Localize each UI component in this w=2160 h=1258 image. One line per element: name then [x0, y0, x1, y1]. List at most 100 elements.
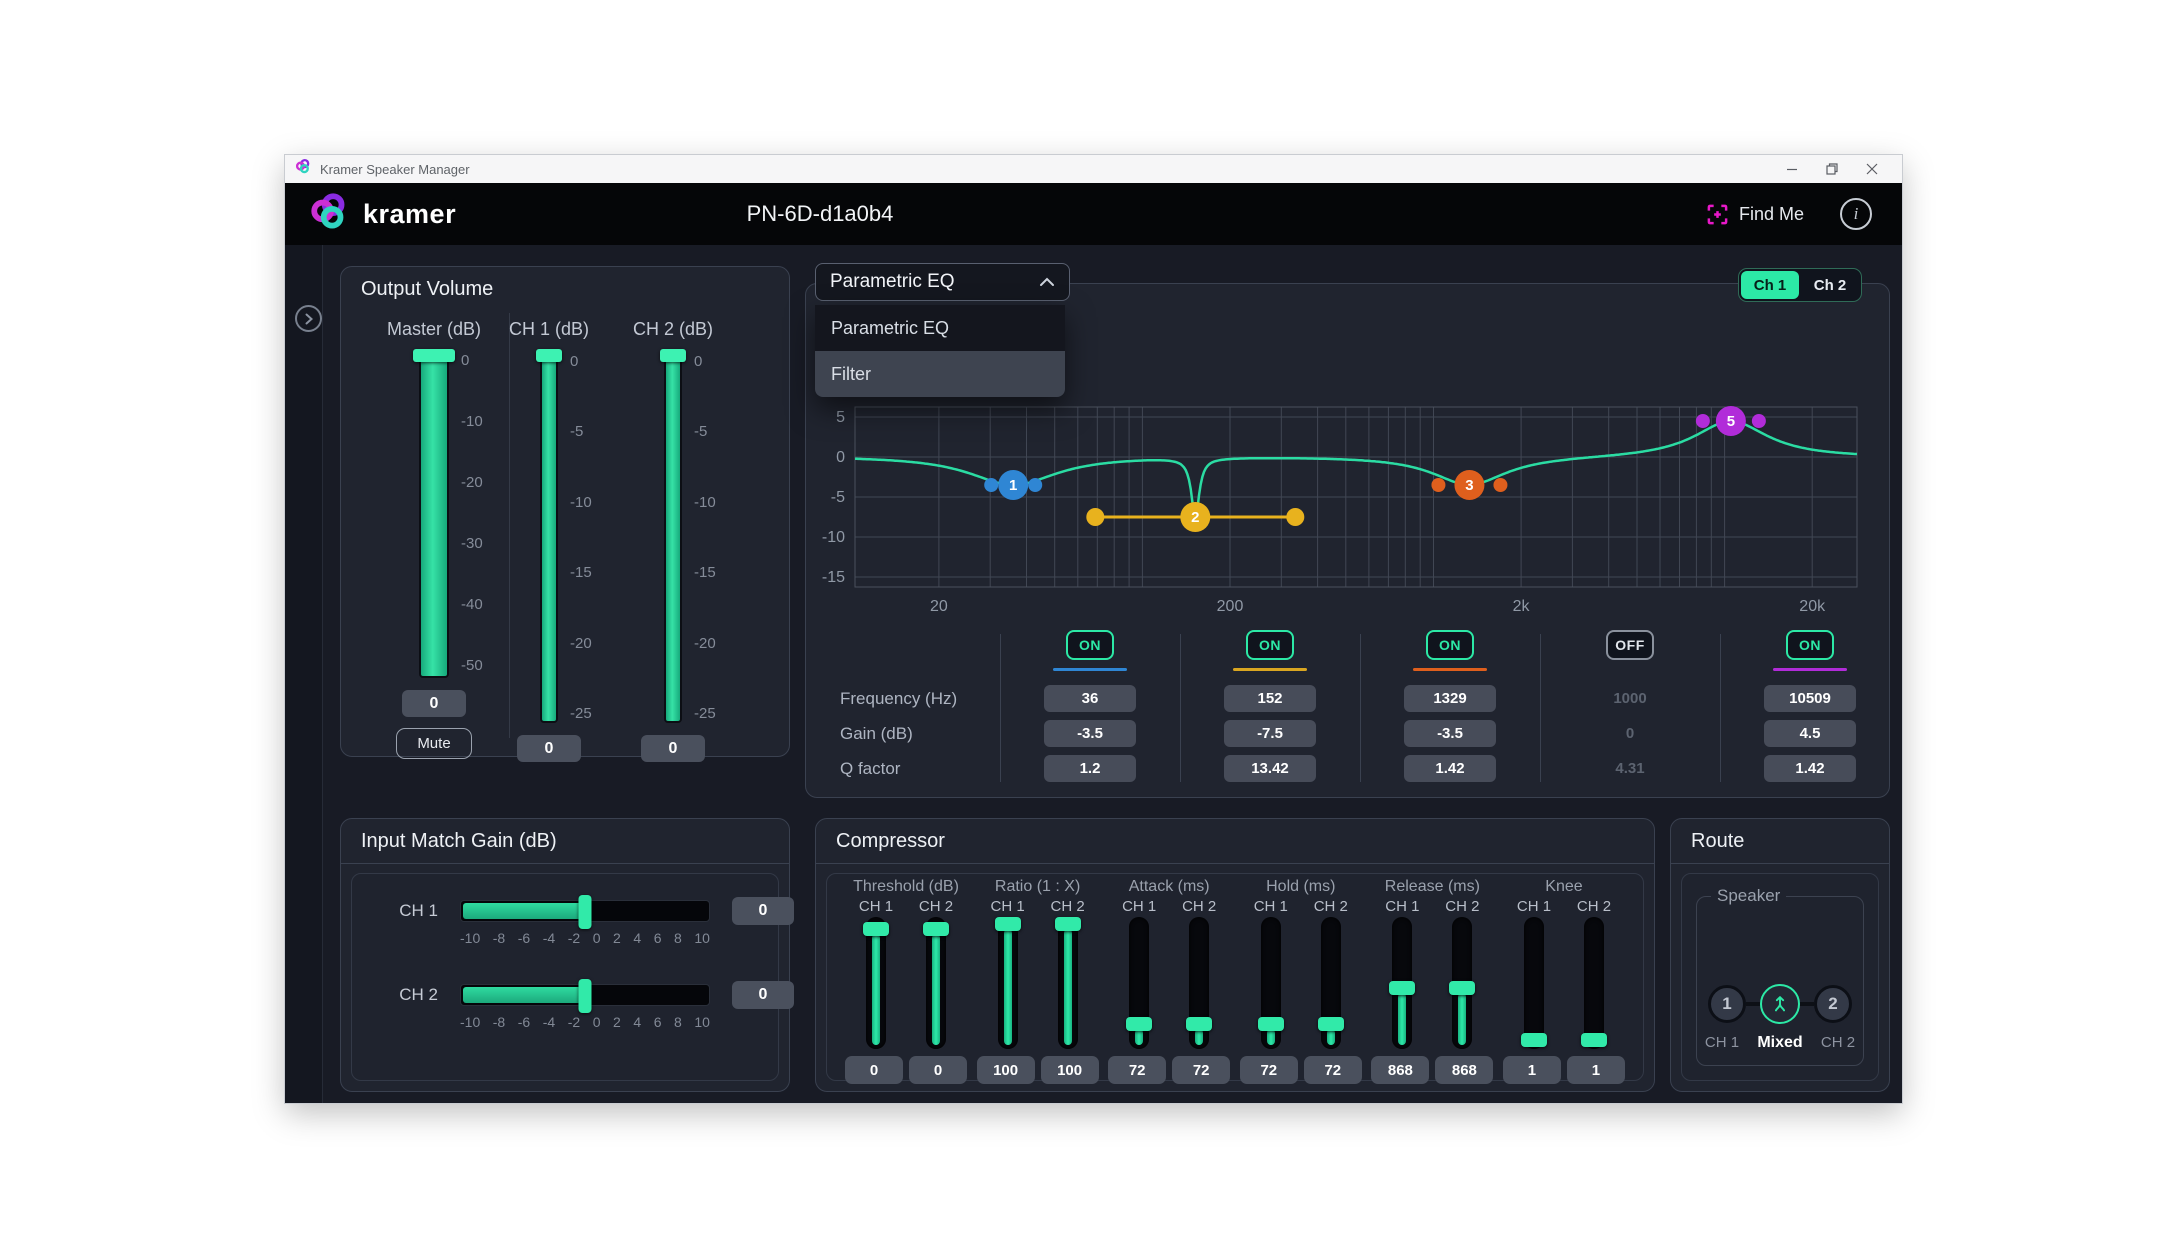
- restore-icon[interactable]: [1812, 156, 1852, 182]
- compressor-attack-ms-ch1-value[interactable]: 72: [1108, 1056, 1167, 1084]
- output-volume-slider-master[interactable]: 0 -10 -20 -30 -40 -50: [413, 349, 483, 678]
- eq-band-5-power-toggle[interactable]: ON: [1786, 630, 1834, 660]
- compressor-release-ms-ch2-value[interactable]: 868: [1435, 1056, 1494, 1084]
- compressor-attack-ms-ch2-value[interactable]: 72: [1172, 1056, 1231, 1084]
- slider-handle[interactable]: [578, 895, 592, 929]
- slider-handle[interactable]: [994, 917, 1021, 931]
- eq-band-4-gain[interactable]: 0: [1625, 725, 1635, 742]
- eq-band-3-handle[interactable]: [1454, 470, 1485, 500]
- slider-handle[interactable]: [1520, 1032, 1547, 1047]
- eq-band-4-frequency[interactable]: 1000: [1613, 690, 1647, 707]
- find-me-button[interactable]: Find Me: [1700, 202, 1810, 227]
- eq-band-3-frequency[interactable]: 1329: [1404, 685, 1496, 712]
- compressor-knee-ch2-value[interactable]: 1: [1566, 1056, 1625, 1084]
- eq-band-3-power-toggle[interactable]: ON: [1426, 630, 1474, 660]
- eq-band-1-gain[interactable]: -3.5: [1044, 720, 1136, 747]
- input-gain-slider-ch1[interactable]: [460, 895, 710, 929]
- mute-button[interactable]: Mute: [396, 728, 472, 759]
- compressor-knee-ch2-slider[interactable]: [1580, 917, 1607, 1049]
- compressor-threshold-db-ch1-value[interactable]: 0: [845, 1056, 903, 1084]
- compressor-knee-ch1-slider[interactable]: [1520, 917, 1547, 1049]
- eq-band-1-power-toggle[interactable]: ON: [1066, 630, 1114, 660]
- eq-band-3-right-handle[interactable]: [1493, 478, 1508, 492]
- compressor-ratio-1-x-ch2-value[interactable]: 100: [1040, 1056, 1099, 1084]
- eq-band-2-frequency[interactable]: 152: [1224, 685, 1316, 712]
- expand-sidebar-button[interactable]: [295, 305, 322, 332]
- output-meter-value[interactable]: 0: [402, 690, 466, 717]
- compressor-hold-ms-ch1-value[interactable]: 72: [1239, 1056, 1298, 1084]
- tab-ch1[interactable]: Ch 1: [1741, 271, 1799, 299]
- slider-handle[interactable]: [1257, 1017, 1284, 1032]
- slider-handle[interactable]: [923, 921, 949, 936]
- route-option-number: 1: [1722, 994, 1732, 1013]
- eq-band-1-handle[interactable]: [998, 470, 1029, 500]
- info-button[interactable]: i: [1840, 198, 1872, 230]
- eq-band-5-handle[interactable]: [1715, 406, 1746, 436]
- slider-handle[interactable]: [1580, 1032, 1607, 1047]
- minimize-icon[interactable]: [1772, 156, 1812, 182]
- compressor-release-ms-ch1-value[interactable]: 868: [1371, 1056, 1430, 1084]
- output-volume-slider-ch1[interactable]: 0 -5 -10 -15 -20 -25: [536, 349, 592, 723]
- compressor-threshold-db-ch2-value[interactable]: 0: [909, 1056, 967, 1084]
- compressor-ratio-1-x-ch1-value[interactable]: 100: [976, 1056, 1035, 1084]
- eq-band-1-right-handle[interactable]: [1028, 478, 1043, 492]
- compressor-attack-ms-ch1-slider[interactable]: [1126, 917, 1153, 1049]
- eq-band-2-right-handle[interactable]: [1286, 508, 1305, 526]
- compressor-release-ms-ch2-slider[interactable]: [1449, 917, 1476, 1049]
- slider-handle[interactable]: [413, 349, 455, 362]
- slider-handle[interactable]: [1126, 1017, 1153, 1032]
- input-gain-value-ch2[interactable]: 0: [732, 981, 794, 1009]
- compressor-threshold-db-ch1-slider[interactable]: [863, 917, 889, 1049]
- compressor-hold-ms-ch2-slider[interactable]: [1317, 917, 1344, 1049]
- eq-band-2-q-factor[interactable]: 13.42: [1224, 755, 1316, 782]
- compressor-attack-ms-ch2-slider[interactable]: [1186, 917, 1213, 1049]
- eq-band-1-frequency[interactable]: 36: [1044, 685, 1136, 712]
- close-icon[interactable]: [1852, 156, 1892, 182]
- compressor-hold-ms-ch2-value[interactable]: 72: [1303, 1056, 1362, 1084]
- compressor-threshold-db-ch2-slider[interactable]: [923, 917, 949, 1049]
- eq-band-3-q-factor[interactable]: 1.42: [1404, 755, 1496, 782]
- eq-mode-option-filter[interactable]: Filter: [815, 351, 1065, 397]
- tab-ch2[interactable]: Ch 2: [1813, 276, 1847, 294]
- eq-band-2-left-handle[interactable]: [1086, 508, 1105, 526]
- eq-band-4-q-factor[interactable]: 4.31: [1615, 760, 1645, 777]
- output-volume-slider-ch2[interactable]: 0 -5 -10 -15 -20 -25: [660, 349, 716, 723]
- slider-handle[interactable]: [1389, 980, 1416, 995]
- slider-handle[interactable]: [1449, 980, 1476, 995]
- eq-band-5-left-handle[interactable]: [1695, 414, 1710, 428]
- eq-mode-option-parametric-eq[interactable]: Parametric EQ: [831, 317, 950, 338]
- eq-band-2-power-toggle[interactable]: ON: [1246, 630, 1294, 660]
- eq-band-2-handle[interactable]: [1180, 502, 1211, 532]
- route-option-mixed[interactable]: [1760, 984, 1800, 1024]
- eq-band-2-gain[interactable]: -7.5: [1224, 720, 1316, 747]
- compressor-ratio-1-x-ch2-slider[interactable]: [1054, 917, 1081, 1049]
- output-meter-value[interactable]: 0: [641, 735, 705, 762]
- slider-fill: [1063, 929, 1072, 1045]
- slider-handle[interactable]: [1186, 1017, 1213, 1032]
- eq-band-3-gain[interactable]: -3.5: [1404, 720, 1496, 747]
- compressor-release-ms-ch1-slider[interactable]: [1389, 917, 1416, 1049]
- eq-band-5-frequency[interactable]: 10509: [1764, 685, 1856, 712]
- output-meter-value[interactable]: 0: [517, 735, 581, 762]
- eq-mode-dropdown[interactable]: Parametric EQ: [815, 263, 1070, 301]
- input-gain-slider-ch2[interactable]: [460, 979, 710, 1013]
- eq-band-5-right-handle[interactable]: [1751, 414, 1766, 428]
- input-gain-value-ch1[interactable]: 0: [732, 897, 794, 925]
- slider-handle[interactable]: [660, 349, 686, 362]
- eq-band-3-left-handle[interactable]: [1431, 478, 1446, 492]
- slider-handle[interactable]: [1317, 1017, 1344, 1032]
- compressor-hold-ms-ch1-slider[interactable]: [1257, 917, 1284, 1049]
- eq-band-4-power-toggle[interactable]: OFF: [1606, 630, 1654, 660]
- compressor-knee-ch1-value[interactable]: 1: [1502, 1056, 1561, 1084]
- slider-handle[interactable]: [863, 921, 889, 936]
- route-option-ch-1[interactable]: 1: [1708, 985, 1746, 1023]
- eq-band-5-gain[interactable]: 4.5: [1764, 720, 1856, 747]
- route-option-ch-2[interactable]: 2: [1814, 985, 1852, 1023]
- eq-band-1-left-handle[interactable]: [984, 478, 999, 492]
- eq-band-5-q-factor[interactable]: 1.42: [1764, 755, 1856, 782]
- eq-band-1-q-factor[interactable]: 1.2: [1044, 755, 1136, 782]
- slider-handle[interactable]: [578, 979, 592, 1013]
- compressor-ratio-1-x-ch1-slider[interactable]: [994, 917, 1021, 1049]
- slider-handle[interactable]: [1054, 917, 1081, 931]
- slider-handle[interactable]: [536, 349, 562, 362]
